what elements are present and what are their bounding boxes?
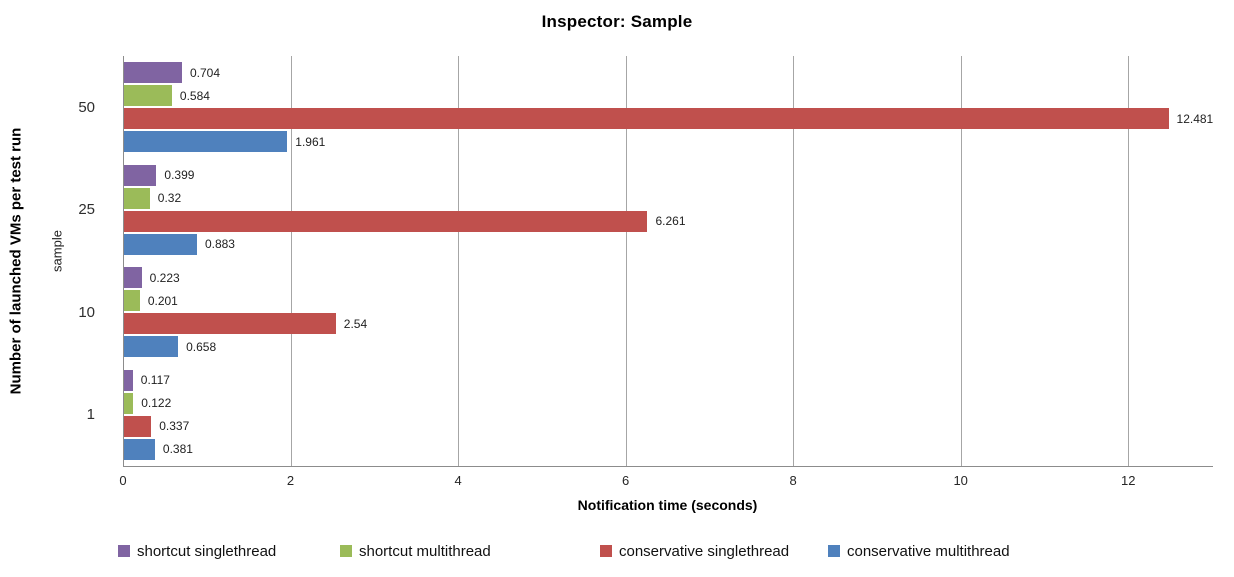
bar-value-label: 0.337 <box>159 419 190 434</box>
bar-shortcut-multithread-25 <box>123 187 150 209</box>
bar-value-label: 0.658 <box>186 339 217 354</box>
bar-value-label: 0.399 <box>164 168 195 183</box>
legend-label: shortcut singlethread <box>137 542 277 560</box>
bar-row: 0.122 <box>123 392 1212 414</box>
x-axis-line <box>123 466 1213 467</box>
x-tick-label-12: 12 <box>1120 473 1136 488</box>
bar-conservative-multithread-50 <box>123 131 288 153</box>
bar-row: 0.223 <box>123 267 1212 289</box>
bar-value-label: 0.32 <box>157 191 182 206</box>
bar-row: 0.584 <box>123 85 1212 107</box>
bar-group-50: 0.704 0.584 12.481 1.961 <box>123 56 1214 159</box>
legend-item-conservative-singlethread: conservative singlethread <box>600 541 789 561</box>
legend-swatch-shortcut-singlethread <box>118 545 130 557</box>
legend-swatch-shortcut-multithread <box>340 545 352 557</box>
x-axis-ticks: 0 2 4 6 8 10 12 <box>119 473 1212 490</box>
bar-value-label: 1.961 <box>295 134 326 149</box>
gridline-x-2 <box>290 56 292 466</box>
bar-value-label: 0.584 <box>179 88 210 103</box>
bar-row: 2.54 <box>123 313 1212 335</box>
bar-conservative-singlethread-50 <box>123 108 1169 130</box>
bar-value-label: 0.883 <box>204 237 235 252</box>
legend-swatch-conservative-singlethread <box>600 545 612 557</box>
gridline-x-8 <box>793 56 795 466</box>
bar-row: 0.381 <box>123 438 1212 460</box>
bar-shortcut-singlethread-1 <box>123 369 133 391</box>
bar-value-label: 0.122 <box>141 396 172 411</box>
category-label-50: 50 <box>78 98 95 116</box>
category-label-25: 25 <box>78 201 95 219</box>
legend-item-conservative-multithread: conservative multithread <box>828 541 1010 561</box>
bar-shortcut-multithread-50 <box>123 85 172 107</box>
y-axis-line <box>123 56 124 467</box>
category-label-10: 10 <box>78 303 95 321</box>
x-axis-title: Notification time (seconds) <box>577 497 758 513</box>
bar-conservative-singlethread-25 <box>123 210 648 232</box>
bar-row: 0.399 <box>123 164 1212 186</box>
bar-group-10: 0.223 0.201 2.54 0.658 <box>123 261 1212 364</box>
x-tick-label-8: 8 <box>789 473 797 488</box>
bar-group-25: 0.399 0.32 6.261 0.883 <box>123 159 1212 262</box>
bar-row: 0.117 <box>123 369 1212 391</box>
chart-title: Inspector: Sample <box>541 12 693 31</box>
bar-row: 0.32 <box>123 187 1212 209</box>
legend-label: shortcut multithread <box>359 542 491 560</box>
x-tick-label-0: 0 <box>119 473 127 488</box>
bar-row: 12.481 <box>123 108 1214 130</box>
bar-value-label: 2.54 <box>343 316 368 331</box>
bar-conservative-multithread-25 <box>123 233 197 255</box>
bar-value-label: 0.381 <box>162 442 193 457</box>
gridline-x-6 <box>625 56 627 466</box>
bar-shortcut-singlethread-50 <box>123 62 182 84</box>
bar-value-label: 0.223 <box>149 270 180 285</box>
bar-value-label: 6.261 <box>655 214 686 229</box>
bar-row: 0.658 <box>123 336 1212 358</box>
bar-row: 0.704 <box>123 62 1212 84</box>
x-tick-label-4: 4 <box>454 473 462 488</box>
x-tick-label-6: 6 <box>621 473 630 488</box>
bar-shortcut-singlethread-25 <box>123 164 157 186</box>
legend-label: conservative singlethread <box>619 542 790 560</box>
gridline-x-4 <box>458 56 460 466</box>
category-axis-labels: 50 25 10 1 <box>0 56 111 466</box>
bar-value-label: 0.201 <box>147 293 178 308</box>
x-tick-label-10: 10 <box>953 473 968 488</box>
legend-label: conservative multithread <box>847 542 1010 560</box>
bar-row: 0.201 <box>123 290 1212 312</box>
category-label-1: 1 <box>86 406 95 424</box>
bar-conservative-singlethread-1 <box>123 415 152 437</box>
bar-shortcut-multithread-10 <box>123 290 140 312</box>
bar-value-label: 12.481 <box>1176 111 1214 126</box>
bar-shortcut-singlethread-10 <box>123 267 142 289</box>
bar-value-label: 0.117 <box>140 373 170 388</box>
legend-item-shortcut-multithread: shortcut multithread <box>340 541 491 561</box>
bar-row: 1.961 <box>123 131 1212 153</box>
bar-row: 0.883 <box>123 233 1212 255</box>
bar-row: 0.337 <box>123 415 1212 437</box>
bar-value-label: 0.704 <box>189 65 220 80</box>
bar-groups: 0.704 0.584 12.481 1.961 0.399 0.32 6.261 0.883… <box>123 56 1214 467</box>
legend-item-shortcut-singlethread: shortcut singlethread <box>118 541 276 561</box>
gridline-x-12 <box>1128 56 1130 466</box>
bar-shortcut-multithread-1 <box>123 392 134 414</box>
x-tick-label-2: 2 <box>286 473 295 488</box>
bar-conservative-multithread-1 <box>123 438 155 460</box>
bar-row: 6.261 <box>123 210 1212 232</box>
legend-swatch-conservative-multithread <box>828 545 840 557</box>
gridline-x-10 <box>960 56 962 466</box>
bar-conservative-singlethread-10 <box>123 313 336 335</box>
plot-area: 0.704 0.584 12.481 1.961 0.399 0.32 6.261 0.883… <box>123 56 1214 467</box>
bar-group-1: 0.117 0.122 0.337 0.381 <box>123 364 1212 467</box>
bar-conservative-multithread-10 <box>123 336 179 358</box>
